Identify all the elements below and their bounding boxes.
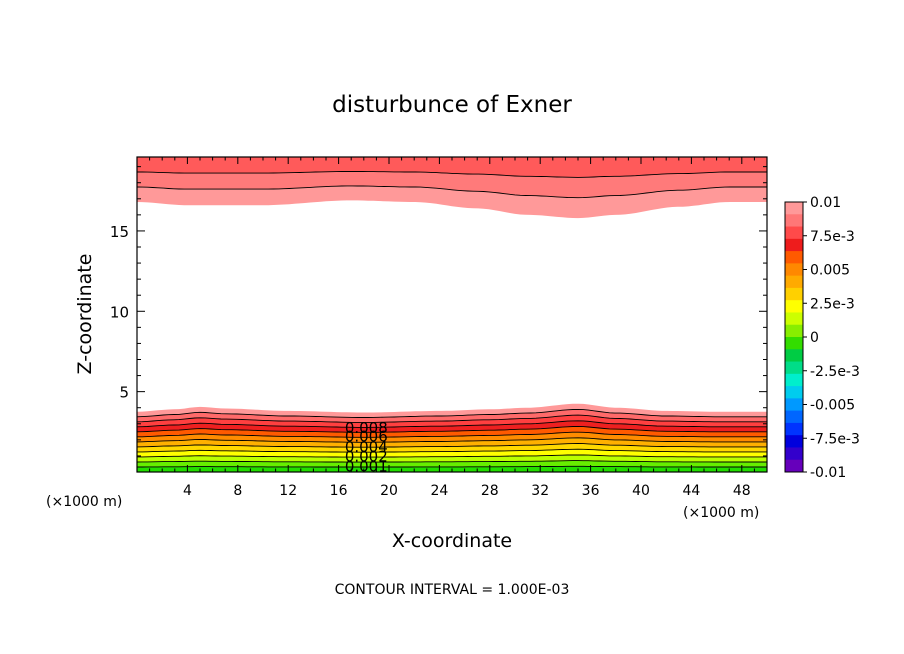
- contour-label: 0.002: [345, 448, 388, 466]
- colorbar-label: 0.005: [810, 263, 850, 279]
- colorbar-swatch: [785, 214, 803, 228]
- contour-label: 0.004: [345, 438, 388, 456]
- contour-line-top-1: [136, 185, 767, 199]
- contour-line-bottom-3: [136, 420, 767, 428]
- colorbar-swatch: [785, 287, 803, 301]
- x-tick-label: 16: [330, 483, 348, 499]
- x-tick-label: 44: [682, 483, 700, 499]
- colorbar-swatch: [785, 373, 803, 387]
- colorbar-swatch: [785, 386, 803, 399]
- x-axis-ticks: 4 8 12 16 20 24 28 32 36 40 44 48: [149, 157, 755, 499]
- colorbar-swatch: [785, 238, 803, 252]
- colorbar-swatch: [785, 398, 803, 412]
- y-tick-label: 10: [110, 303, 129, 321]
- colorbar-swatch: [785, 275, 803, 289]
- contour-line-top-2: [137, 171, 767, 178]
- contour-line-bottom-2: [136, 414, 767, 423]
- contour-label: 0.008: [345, 419, 388, 437]
- chart-title: disturbunce of Exner: [332, 92, 572, 118]
- colorbar-swatch: [785, 300, 803, 313]
- x-tick-label: 36: [582, 483, 600, 499]
- colorbar-label: -7.5e-3: [810, 431, 860, 447]
- colorbar-swatch: [785, 410, 803, 424]
- contour-lines: [136, 171, 767, 468]
- contour-line-bottom-1: [136, 408, 767, 418]
- colorbar-swatch: [785, 202, 803, 215]
- colorbar-swatch: [785, 251, 803, 264]
- colorbar-label: -0.01: [810, 465, 846, 481]
- colorbar-label: 0: [810, 330, 819, 346]
- x-axis-label: X-coordinate: [392, 530, 512, 552]
- colorbar-label: 2.5e-3: [810, 296, 855, 312]
- contour-line-bottom-9: [137, 454, 767, 458]
- colorbar-swatch: [785, 459, 803, 473]
- x-tick-label: 32: [531, 483, 549, 499]
- colorbar-swatch: [785, 337, 803, 350]
- contour-line-bottom-5: [137, 431, 767, 438]
- colorbar-swatch: [785, 447, 803, 461]
- colorbar-swatch: [785, 349, 803, 363]
- colorbar-swatch: [785, 312, 803, 326]
- colorbar-label: 7.5e-3: [810, 229, 855, 245]
- colorbar-swatch: [785, 226, 803, 240]
- contour-line-bottom-6: [136, 437, 767, 443]
- y-axis-ticks: 5 10 15: [110, 166, 767, 457]
- colorbar-label: -0.005: [810, 398, 855, 414]
- colorbar-swatch: [785, 263, 803, 277]
- colorbar-swatch: [785, 435, 803, 448]
- contour-line-bottom-10: [136, 460, 767, 463]
- contour-label: 0.006: [345, 428, 388, 446]
- x-tick-label: 4: [183, 483, 192, 499]
- x-unit-right: (×1000 m): [683, 505, 759, 521]
- colorbar-label: 0.01: [810, 195, 841, 211]
- y-tick-label: 5: [119, 384, 129, 402]
- x-tick-label: 8: [233, 483, 242, 499]
- colorbar-swatch: [785, 324, 803, 338]
- x-tick-label: 12: [279, 483, 297, 499]
- contour-line-bottom-7: [136, 443, 767, 448]
- contour-line-bottom-11: [137, 465, 767, 468]
- x-tick-label: 28: [481, 483, 499, 499]
- colorbar-swatch: [785, 361, 803, 375]
- contour-label: 0.001: [345, 457, 388, 475]
- x-unit-left: (×1000 m): [46, 494, 122, 510]
- colorbar-label: -2.5e-3: [810, 364, 860, 380]
- y-axis-label: Z-coordinate: [74, 254, 96, 375]
- contour-interval-note: CONTOUR INTERVAL = 1.000E-03: [335, 582, 570, 598]
- x-tick-label: 48: [733, 483, 751, 499]
- contour-line-bottom-8: [137, 448, 767, 453]
- colorbar-swatch: [785, 422, 803, 436]
- contour-line-bottom-4: [136, 426, 767, 433]
- colorbar: 0.01 7.5e-3 0.005 2.5e-3 0 -2.5e-3 -0.005 -7.5e…: [784, 195, 860, 481]
- x-tick-label: 20: [380, 483, 398, 499]
- x-tick-label: 40: [632, 483, 650, 499]
- x-tick-label: 24: [430, 483, 448, 499]
- y-tick-label: 15: [110, 223, 129, 241]
